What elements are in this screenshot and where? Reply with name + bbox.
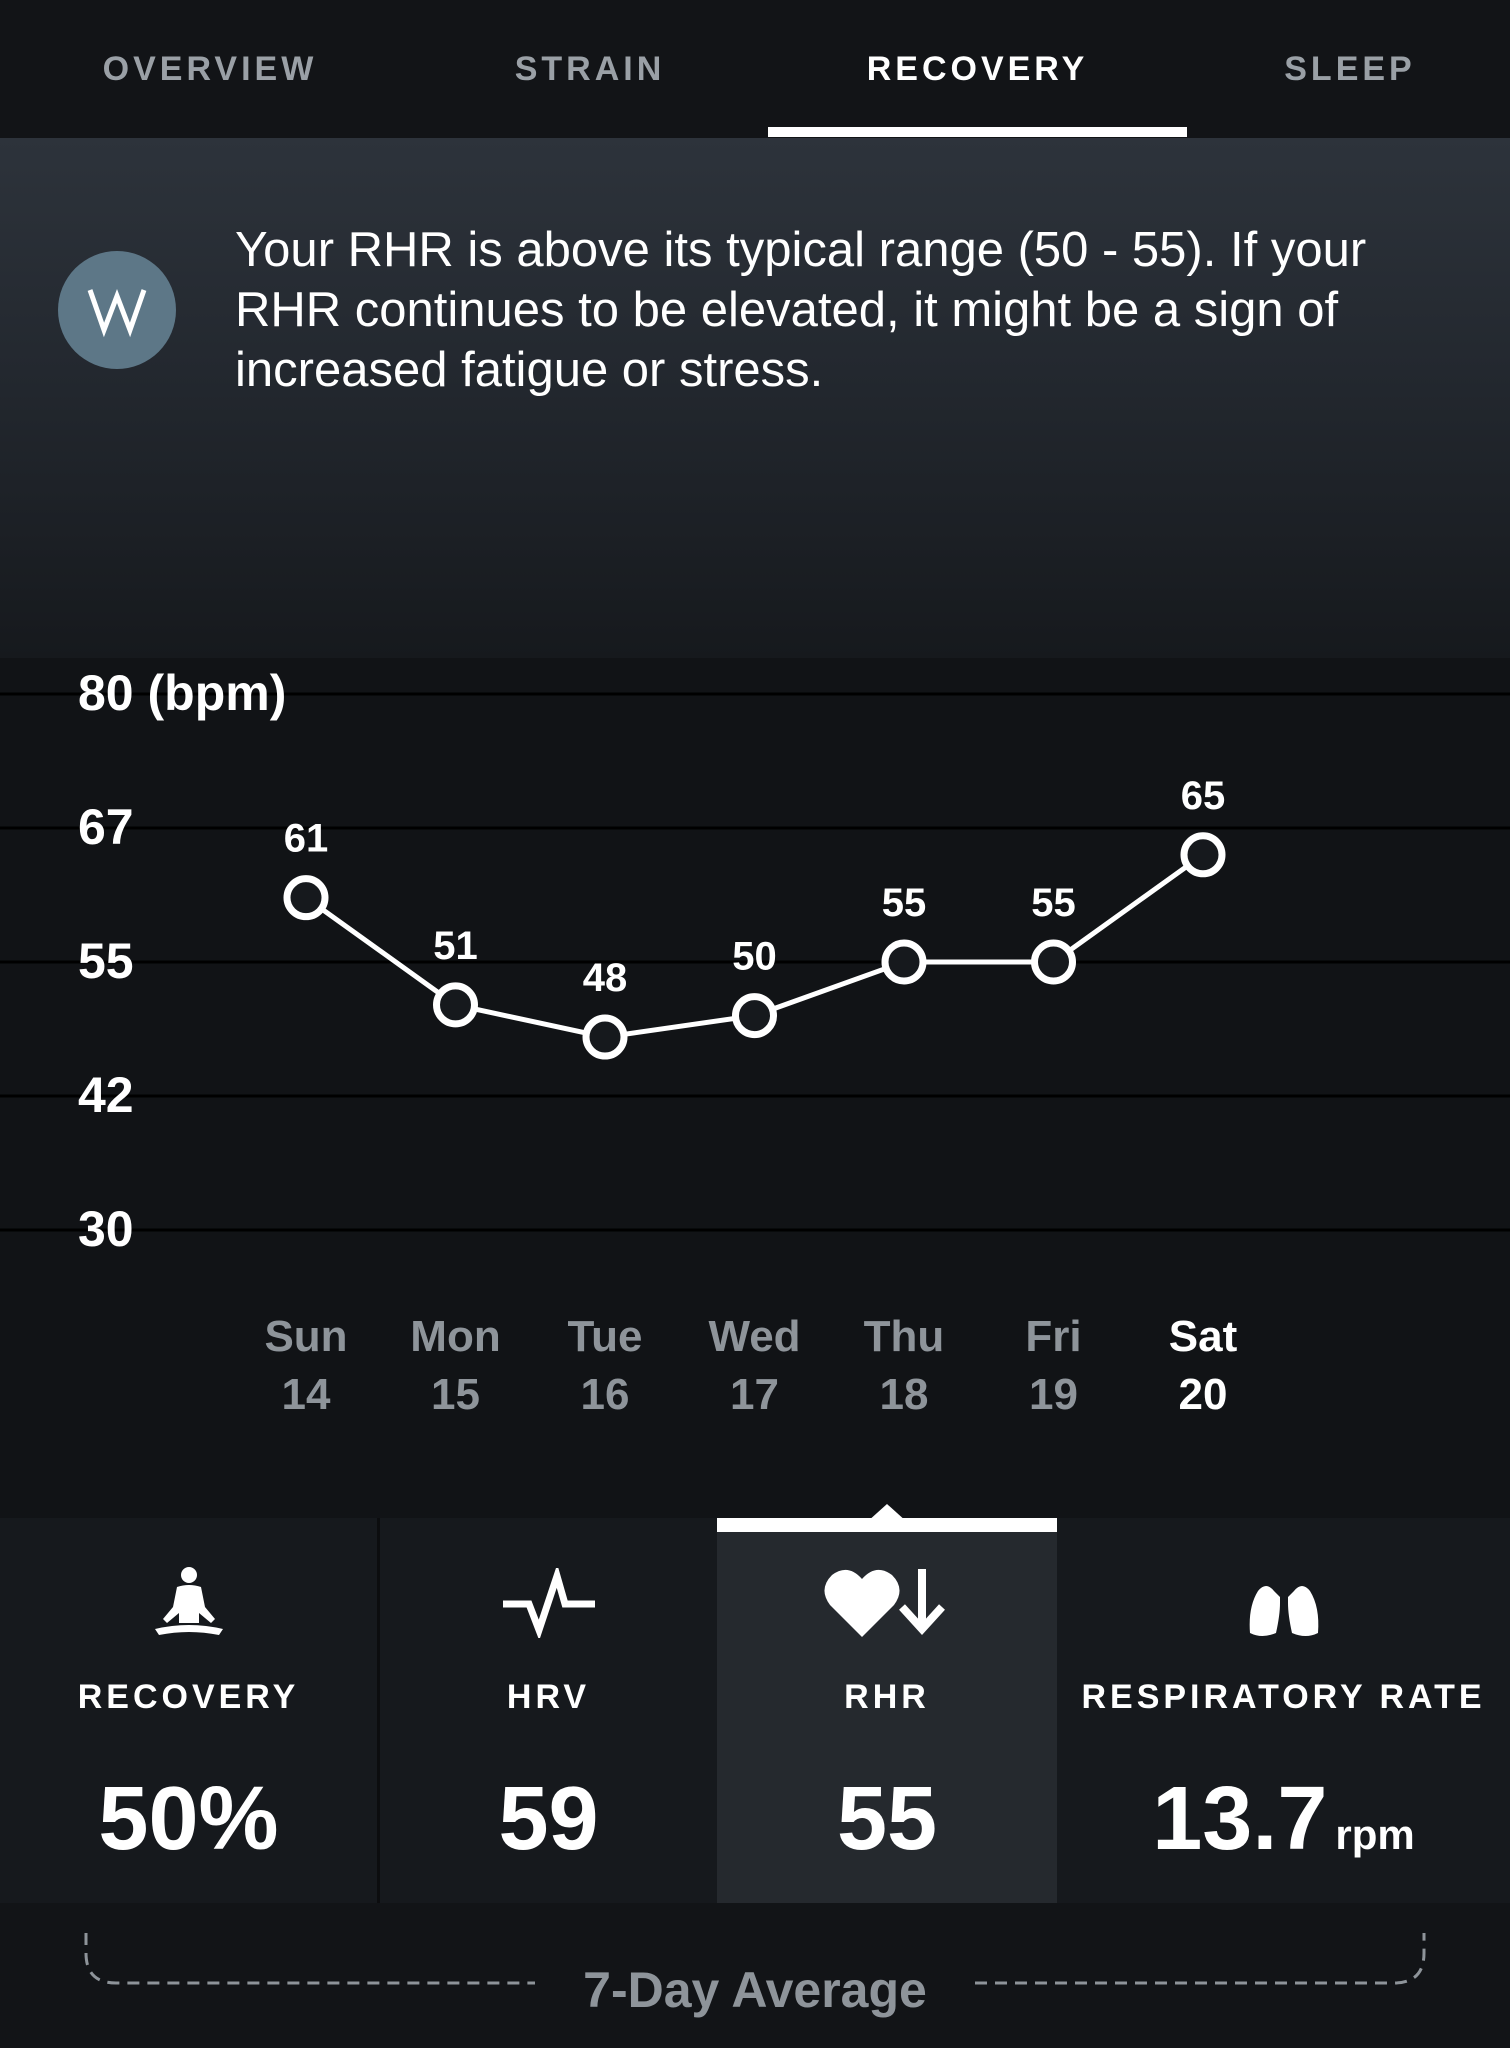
day-date: 18	[879, 1370, 929, 1419]
tab-sleep[interactable]: SLEEP	[1284, 49, 1416, 88]
data-point	[433, 982, 478, 1028]
y-tick-label: 80 (bpm)	[78, 665, 286, 721]
day-date: 14	[281, 1370, 331, 1419]
data-label: 51	[433, 924, 478, 968]
seven-day-average-label: 7-Day Average	[583, 1962, 927, 2018]
metric-card-respiratory-rate[interactable]: RESPIRATORY RATE 13.7 rpm	[1057, 1518, 1510, 1903]
metric-cards: RECOVERY 50% HRV 59 RHR 55	[0, 1504, 1510, 1903]
day-date: 16	[580, 1370, 630, 1419]
x-tick-label[interactable]: Sat 20	[1133, 1308, 1273, 1424]
divider	[377, 1518, 380, 1903]
metric-value: 55	[836, 1769, 938, 1869]
metric-label: RESPIRATORY RATE	[1081, 1678, 1486, 1716]
metric-label: RECOVERY	[77, 1678, 300, 1716]
data-point	[881, 939, 927, 985]
y-tick-label: 42	[78, 1067, 134, 1123]
meditation-icon	[0, 1558, 377, 1648]
active-tab-indicator	[768, 127, 1187, 137]
x-tick-label[interactable]: Sun 14	[236, 1308, 376, 1424]
day-date: 17	[730, 1370, 779, 1419]
data-label: 55	[882, 881, 927, 925]
data-label: 48	[583, 956, 628, 1000]
bracket-line	[84, 1933, 1426, 1985]
data-label: 61	[284, 817, 329, 861]
lungs-icon	[1057, 1558, 1510, 1648]
metric-card-rhr[interactable]: RHR 55	[717, 1518, 1057, 1903]
metric-unit: rpm	[1335, 1811, 1415, 1858]
data-point	[1180, 832, 1226, 878]
tab-recovery[interactable]: RECOVERY	[866, 49, 1089, 88]
data-label: 65	[1181, 774, 1226, 818]
day-date: 15	[431, 1370, 480, 1419]
x-tick-label[interactable]: Mon 15	[386, 1308, 526, 1424]
metric-value: 13.7 rpm	[1152, 1769, 1415, 1869]
data-point	[283, 875, 329, 921]
seven-day-average: 7-Day Average	[0, 1903, 1510, 2048]
day-date: 19	[1029, 1370, 1078, 1419]
data-point	[1031, 939, 1076, 985]
metric-card-hrv[interactable]: HRV 59	[380, 1518, 717, 1903]
insight-panel: Your RHR is above its typical range (50 …	[0, 138, 1510, 658]
rhr-line-chart: 80 (bpm) 67 55 42 30 61 51 48 50 55 55 65	[0, 665, 1510, 1257]
metric-card-recovery[interactable]: RECOVERY 50%	[0, 1518, 377, 1903]
x-tick-label[interactable]: Thu 18	[834, 1308, 974, 1424]
y-tick-label: 30	[78, 1201, 134, 1257]
metric-label: RHR	[844, 1678, 930, 1716]
tab-bar: OVERVIEW STRAIN RECOVERY SLEEP	[0, 0, 1510, 138]
day-name: Mon	[410, 1312, 501, 1361]
metric-value: 59	[498, 1769, 599, 1869]
day-name: Wed	[708, 1312, 801, 1361]
whoop-logo-icon	[58, 251, 176, 369]
active-metric-indicator	[717, 1504, 1057, 1532]
heart-down-arrow-icon	[717, 1558, 1057, 1648]
data-point	[582, 1014, 628, 1060]
day-name: Sat	[1168, 1312, 1238, 1361]
day-date: 20	[1178, 1370, 1228, 1419]
y-tick-label: 67	[78, 799, 134, 855]
day-name: Tue	[567, 1312, 643, 1361]
metric-label: HRV	[506, 1678, 591, 1716]
x-tick-label[interactable]: Tue 16	[535, 1308, 675, 1424]
hrv-pulse-icon	[380, 1558, 717, 1648]
metric-value: 50%	[98, 1769, 279, 1869]
tab-strain[interactable]: STRAIN	[514, 49, 666, 88]
x-tick-label[interactable]: Fri 19	[984, 1308, 1124, 1424]
x-tick-label[interactable]: Wed 17	[685, 1308, 825, 1424]
data-label: 50	[732, 935, 777, 979]
day-name: Fri	[1025, 1312, 1082, 1361]
day-name: Thu	[863, 1312, 945, 1361]
data-point	[732, 993, 777, 1039]
y-tick-label: 55	[78, 933, 134, 989]
rhr-chart: 80 (bpm) 67 55 42 30 61 51 48 50 55 55 65 Sun 14 Mon 1…	[0, 658, 1510, 1518]
day-name: Sun	[264, 1312, 348, 1361]
insight-message: Your RHR is above its typical range (50 …	[235, 223, 1367, 397]
data-label: 55	[1031, 881, 1076, 925]
tab-overview[interactable]: OVERVIEW	[102, 49, 318, 88]
